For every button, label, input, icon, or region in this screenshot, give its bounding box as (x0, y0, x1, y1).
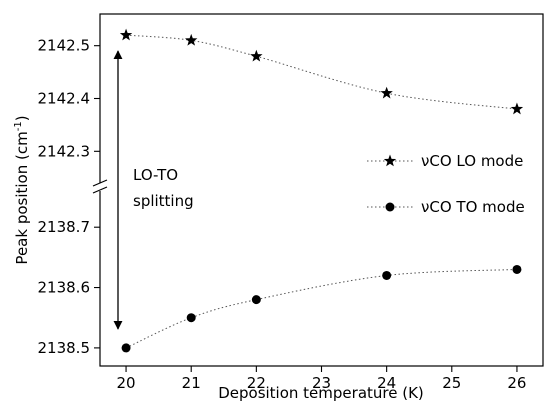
x-tick-label: 25 (442, 374, 461, 392)
y-tick-label: 2138.7 (38, 218, 91, 236)
series-lines (125, 34, 518, 349)
x-tick-label: 26 (507, 374, 526, 392)
y-tick-label: 2138.5 (38, 339, 91, 357)
x-axis-ticks: 20 21 22 23 24 25 26 (117, 366, 526, 392)
data-point-circle (382, 270, 392, 280)
data-point-circle (251, 295, 261, 305)
data-point-star (380, 86, 393, 99)
plot-frame (99, 13, 544, 367)
annotation-line2: splitting (133, 192, 194, 210)
legend-label-to: νCO TO mode (421, 198, 525, 216)
data-point-star (119, 28, 133, 41)
x-tick-label: 21 (182, 374, 201, 392)
legend-circle-marker (385, 202, 395, 212)
y-tick-label: 2142.3 (38, 142, 91, 160)
x-tick-label: 20 (117, 374, 136, 392)
y-tick-label: 2138.6 (38, 279, 91, 297)
y-axis-ticks: 2142.3 2142.4 2142.5 2138.5 2138.6 2138.7 (38, 37, 100, 357)
data-point-star (510, 102, 524, 115)
legend-label-lo: νCO LO mode (421, 152, 523, 170)
y-tick-label: 2142.4 (38, 90, 91, 108)
data-point-star (250, 49, 263, 62)
series-line-1 (125, 268, 517, 349)
series-markers (119, 28, 524, 353)
x-tick-label: 23 (312, 374, 331, 392)
data-point-star (185, 33, 198, 46)
legend-star-marker (383, 154, 397, 167)
data-point-circle (186, 313, 196, 323)
x-tick-label: 22 (247, 374, 266, 392)
y-tick-label: 2142.5 (38, 37, 91, 55)
x-axis-title: Deposition temperature (K) (218, 384, 424, 402)
legend: νCO LO mode νCO TO mode (367, 152, 525, 216)
series-line-0 (126, 34, 518, 110)
data-point-circle (121, 343, 131, 353)
axis-break (92, 179, 108, 194)
y-axis-title: Peak position (cm-1) (13, 115, 31, 264)
y-axis-title-superscript: -1 (13, 121, 24, 131)
y-axis-title-main: Peak position (cm (13, 131, 31, 264)
annotation-line1: LO-TO (133, 166, 178, 184)
data-point-circle (512, 264, 522, 274)
y-axis-title-close: ) (13, 115, 31, 121)
x-tick-label: 24 (377, 374, 396, 392)
